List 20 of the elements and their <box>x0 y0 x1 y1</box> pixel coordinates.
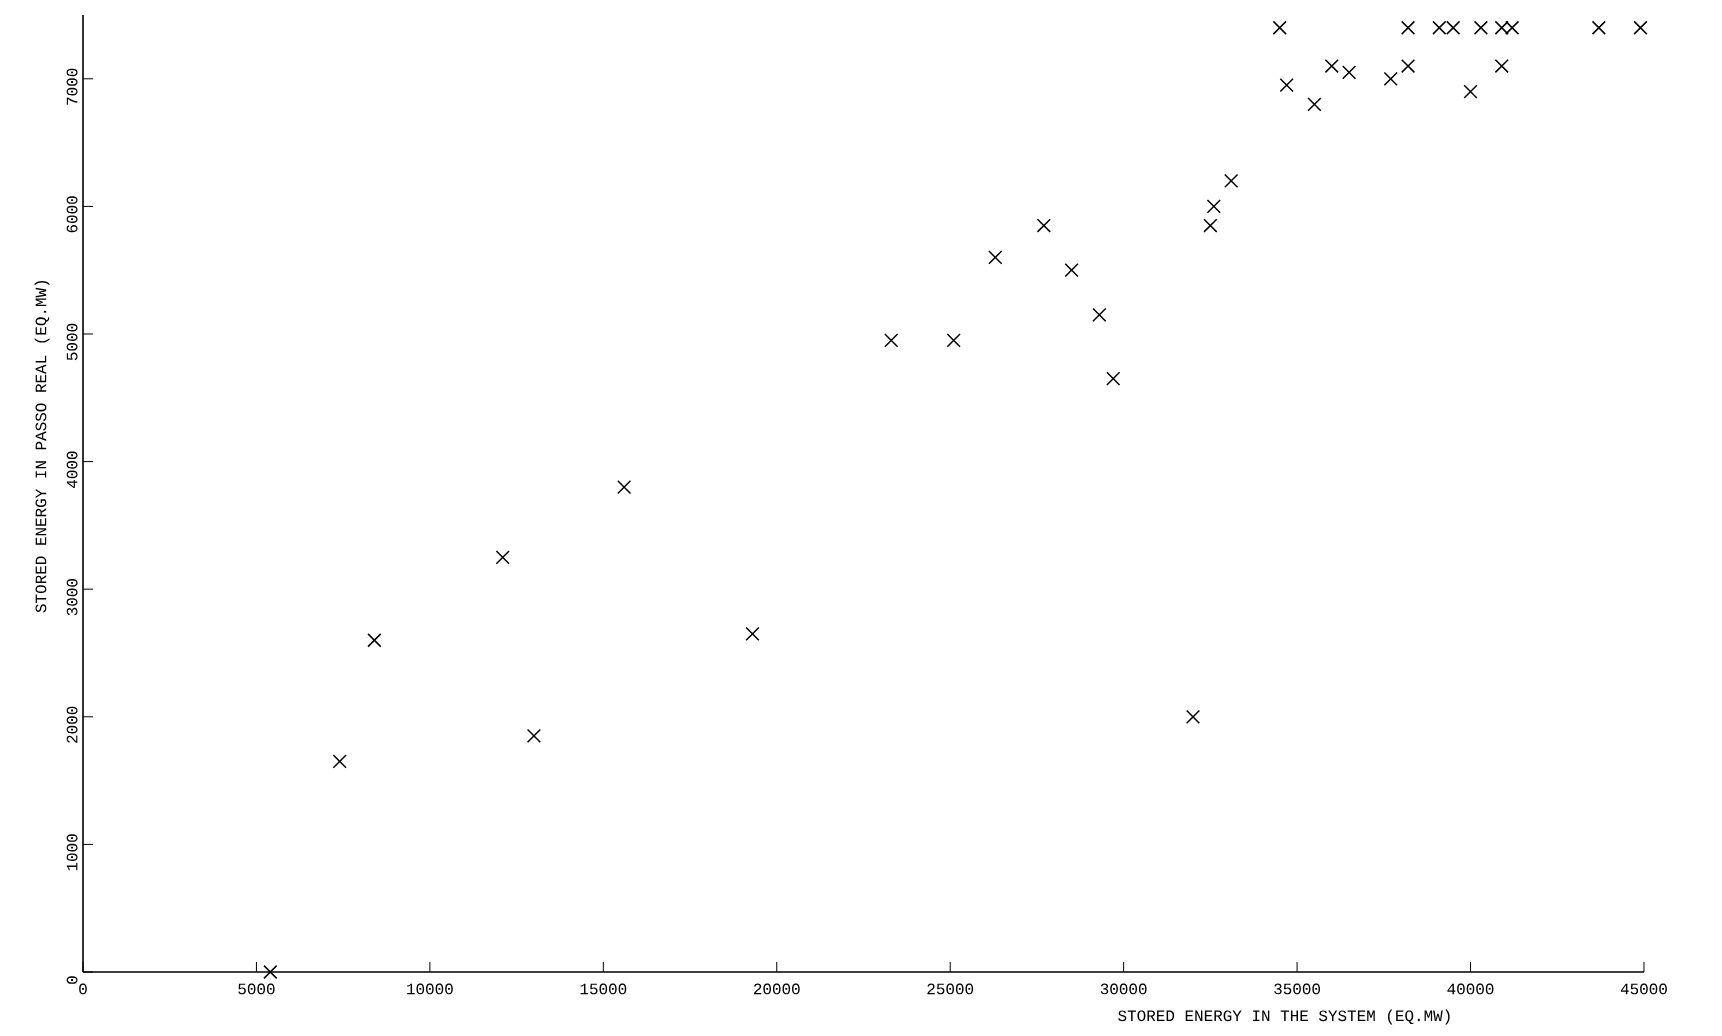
x-tick-label: 25000 <box>927 983 974 995</box>
y-tick-label: 5000 <box>66 323 78 361</box>
y-tick-label: 2000 <box>66 706 78 743</box>
y-tick-label: 7000 <box>66 68 78 105</box>
y-tick-label: 0 <box>66 976 78 984</box>
x-tick-label: 40000 <box>1447 983 1494 995</box>
y-tick-label: 4000 <box>66 451 78 488</box>
x-tick-label: 10000 <box>407 983 453 995</box>
y-axis-title: STORED ENERGY IN PASSO REAL (EQ.MW) <box>34 280 50 613</box>
x-tick-label: 15000 <box>580 983 627 995</box>
y-tick-label: 1000 <box>66 834 78 871</box>
y-tick-label: 3000 <box>66 579 78 616</box>
x-tick-label: 5000 <box>238 983 275 995</box>
x-axis-title: STORED ENERGY IN THE SYSTEM (EQ.MW) <box>1118 1009 1450 1025</box>
x-tick-label: 30000 <box>1100 983 1147 995</box>
y-tick-label: 6000 <box>66 196 78 233</box>
x-tick-label: 0 <box>79 983 87 995</box>
x-tick-label: 20000 <box>753 983 800 995</box>
x-tick-label: 45000 <box>1620 983 1667 995</box>
x-tick-label: 35000 <box>1274 983 1320 995</box>
